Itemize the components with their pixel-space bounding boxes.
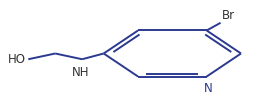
- Text: HO: HO: [8, 53, 26, 66]
- Text: N: N: [204, 82, 212, 95]
- Text: NH: NH: [72, 66, 89, 79]
- Text: Br: Br: [222, 9, 235, 22]
